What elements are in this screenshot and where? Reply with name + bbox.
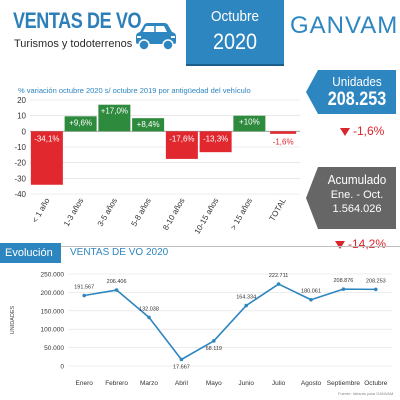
bar-y-tick: 0 [22, 127, 27, 136]
units-label: Unidades [332, 74, 382, 89]
line-category-label: Julio [272, 380, 286, 387]
cumulative-panel-tab [306, 167, 318, 229]
bar [165, 131, 198, 159]
line-point [82, 293, 86, 298]
line-category-label: Octubre [364, 380, 388, 387]
bar-y-tick: 20 [17, 96, 26, 105]
line-y-tick: 100.000 [41, 327, 65, 334]
cumulative-label: Acumulado [327, 172, 387, 187]
line-value-label: 164.334 [236, 295, 256, 301]
bar-category-label: 10-15 años [193, 197, 221, 236]
line-value-label: 208.876 [333, 278, 353, 284]
line-point [212, 339, 216, 343]
bar-chart: -40 -30 -20 -10 0 10 20 -34,1% < 1 año +9,6% 1-3 a… [14, 96, 300, 236]
ganvam-logo: GANVAM [290, 12, 399, 39]
month-label: Octubre [210, 8, 260, 25]
page-subtitle: Turismos y todoterrenos [14, 38, 133, 50]
cumulative-period: Ene. - Oct. [330, 189, 384, 201]
cumulative-variation-value: -14,2% [348, 237, 387, 251]
line-category-label: Agosto [301, 380, 322, 387]
line-point [147, 315, 151, 320]
line-y-tick: 250.000 [41, 272, 65, 279]
bar-value-label: -17,6% [169, 134, 194, 143]
bar-y-tick: -30 [14, 174, 26, 183]
section-divider [0, 246, 400, 247]
line-chart: 0 50.000 100.000 150.000 200.000 250.000 UNIDA… [10, 272, 392, 387]
bar [270, 131, 297, 134]
line-point [374, 287, 378, 292]
line-value-label: 191.567 [74, 285, 94, 291]
line-value-label: 17.667 [173, 364, 190, 370]
bar [98, 104, 131, 132]
page-title: VENTAS DE VO [13, 8, 142, 33]
year-label: 2020 [212, 29, 258, 54]
bar [199, 131, 232, 153]
cumulative-panel: Acumulado Ene. - Oct. 1.564.026 [318, 167, 396, 229]
cumulative-value: 1.564.026 [332, 203, 382, 215]
bar [132, 118, 165, 132]
units-panel: Unidades 208.253 [318, 70, 396, 114]
line-value-label: 180.061 [301, 289, 321, 295]
month-badge-shadow [186, 64, 284, 66]
line-category-label: Abril [175, 380, 189, 387]
bar-y-tick: -20 [14, 159, 26, 168]
bar-category-label: 5-8 años [129, 197, 152, 228]
line-value-label: 206.406 [107, 279, 127, 285]
bar-category-label: 8-10 años [161, 197, 187, 232]
line-y-tick: 0 [60, 364, 64, 371]
bar-category-label: 1-3 años [62, 197, 85, 228]
triangle-down-icon [335, 240, 345, 249]
line-value-label: 132.038 [139, 306, 159, 312]
line-point [276, 282, 281, 286]
bar-value-label: +17,0% [101, 107, 128, 116]
bar [64, 116, 97, 132]
units-value: 208.253 [327, 89, 387, 110]
evolution-tab: Evolución [0, 243, 61, 263]
bar-category-label: TOTAL [268, 196, 289, 223]
line-point [309, 297, 313, 302]
bar-y-tick: -10 [14, 143, 26, 152]
line-y-tick: 200.000 [41, 290, 65, 297]
line-category-label: Septiembre [327, 380, 361, 387]
bar-value-label: -13,3% [203, 134, 228, 143]
line-point [179, 357, 184, 362]
line-category-label: Enero [76, 380, 94, 387]
cumulative-variation: -14,2% [335, 237, 386, 251]
units-panel-tab [306, 70, 318, 114]
month-badge: Octubre 2020 [186, 0, 284, 64]
line-chart-title: VENTAS DE VO 2020 [70, 247, 169, 258]
line-value-label: 68.119 [206, 346, 222, 352]
line-y-tick: 150.000 [41, 308, 65, 315]
line-point [341, 287, 346, 291]
units-variation: -1,6% [340, 124, 384, 138]
bar [233, 115, 266, 132]
line-category-label: Febrero [105, 380, 128, 387]
bar-value-label: +8,4% [137, 120, 160, 129]
line-series [84, 283, 376, 361]
units-variation-value: -1,6% [353, 124, 385, 138]
bar-value-label: -34,1% [34, 134, 59, 143]
source-note: Fuente: Ideauto para GANVAM [338, 391, 394, 396]
triangle-down-icon [340, 127, 350, 136]
bar-category-label: < 1 año [30, 196, 52, 224]
bar-value-label: -1,6% [273, 137, 294, 146]
car-icon [136, 23, 176, 51]
line-point [244, 303, 248, 308]
bar-chart-title: % variación octubre 2020 s/ octubre 2019… [18, 86, 251, 95]
line-category-label: Mayo [206, 380, 222, 387]
line-value-label: 222.711 [269, 273, 288, 279]
bar-y-tick: -40 [14, 190, 26, 199]
bar-category-label: > 15 años [229, 197, 254, 232]
line-y-axis-label: UNIDADES [10, 305, 16, 334]
bar-value-label: +10% [239, 118, 260, 127]
bar-value-label: +9,6% [69, 118, 92, 127]
line-point [114, 288, 119, 292]
line-category-label: Marzo [140, 380, 158, 387]
line-category-label: Junio [238, 380, 254, 387]
bar-category-label: 3-5 años [96, 197, 119, 228]
bar-y-tick: 10 [17, 112, 26, 121]
line-y-tick: 50.000 [44, 345, 64, 352]
bar [30, 131, 63, 185]
line-value-label: 208.253 [366, 278, 386, 284]
